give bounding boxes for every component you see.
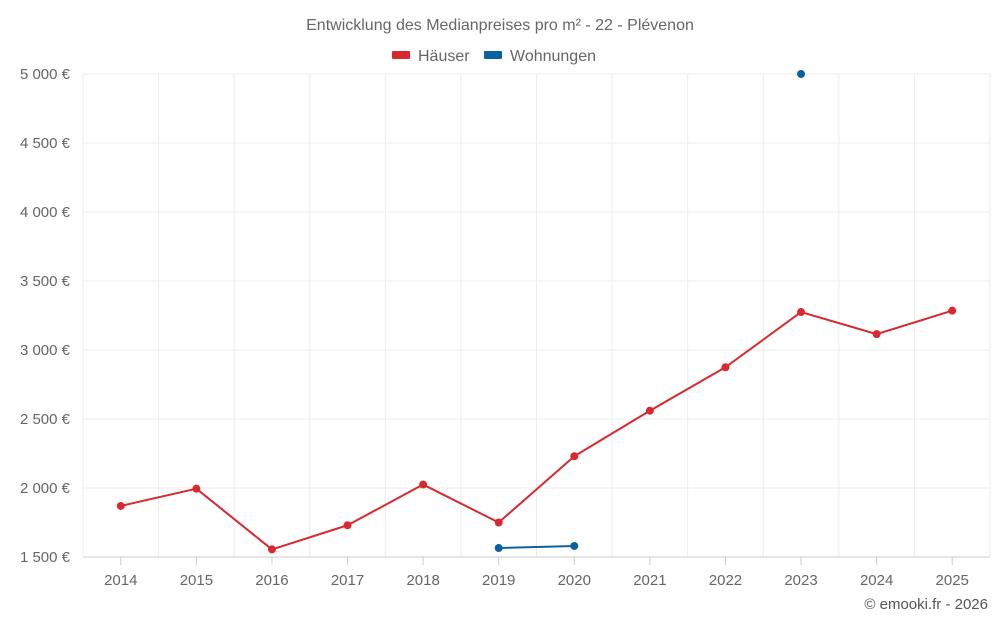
- data-point-huser[interactable]: [721, 363, 730, 372]
- x-tick-label: 2014: [104, 572, 137, 589]
- y-tick-label: 3 500 €: [20, 273, 71, 290]
- data-point-huser[interactable]: [948, 306, 957, 315]
- y-tick-label: 1 500 €: [20, 549, 71, 566]
- y-tick-label: 2 500 €: [20, 411, 71, 428]
- credit-text: © emooki.fr - 2026: [864, 596, 988, 613]
- x-tick-label: 2021: [633, 572, 666, 589]
- series-huser: [116, 306, 957, 554]
- data-point-huser[interactable]: [797, 308, 806, 317]
- data-point-wohnungen[interactable]: [797, 70, 806, 78]
- legend-label-wohnungen[interactable]: Wohnungen: [510, 48, 596, 65]
- series-wohnungen: [494, 70, 806, 553]
- x-tick-label: 2022: [709, 572, 742, 589]
- x-tick-label: 2024: [860, 572, 893, 589]
- data-point-wohnungen[interactable]: [570, 541, 579, 550]
- y-tick-label: 5 000 €: [20, 66, 71, 83]
- data-point-wohnungen[interactable]: [494, 544, 503, 553]
- x-tick-label: 2019: [482, 572, 515, 589]
- y-tick-label: 4 500 €: [20, 135, 71, 152]
- x-tick-label: 2023: [784, 572, 817, 589]
- data-point-huser[interactable]: [192, 484, 201, 493]
- x-tick-label: 2015: [180, 572, 213, 589]
- y-tick-label: 2 000 €: [20, 480, 71, 497]
- data-point-huser[interactable]: [116, 501, 125, 510]
- legend: Häuser Wohnungen: [392, 48, 596, 65]
- series-line-wohnungen: [498, 544, 575, 550]
- y-tick-label: 4 000 €: [20, 204, 71, 221]
- legend-label-hauser[interactable]: Häuser: [418, 48, 470, 65]
- grid: [82, 73, 991, 558]
- x-tick-label: 2025: [936, 572, 969, 589]
- series-line-huser: [120, 309, 953, 551]
- data-point-huser[interactable]: [494, 518, 503, 527]
- data-point-huser[interactable]: [419, 480, 428, 489]
- data-point-huser[interactable]: [872, 330, 881, 339]
- y-axis-ticks: 1 500 € 2 000 € 2 500 € 3 000 € 3 500 € 4 000…: [20, 66, 71, 566]
- series-layer: [116, 70, 957, 554]
- data-point-huser[interactable]: [645, 406, 654, 415]
- x-axis-ticks: 2014 2015 2016 2017 2018 2019 2020 2021 2022 2023…: [104, 557, 969, 589]
- data-point-huser[interactable]: [343, 521, 352, 530]
- x-tick-label: 2016: [255, 572, 288, 589]
- data-point-huser[interactable]: [570, 452, 579, 461]
- legend-swatch-wohnungen[interactable]: [484, 51, 502, 59]
- y-tick-label: 3 000 €: [20, 342, 71, 359]
- data-point-huser[interactable]: [267, 545, 276, 554]
- x-tick-label: 2020: [558, 572, 591, 589]
- legend-swatch-hauser[interactable]: [392, 51, 410, 59]
- chart-title: Entwicklung des Medianpreises pro m² - 2…: [306, 17, 694, 34]
- x-tick-label: 2018: [406, 572, 439, 589]
- x-tick-label: 2017: [331, 572, 364, 589]
